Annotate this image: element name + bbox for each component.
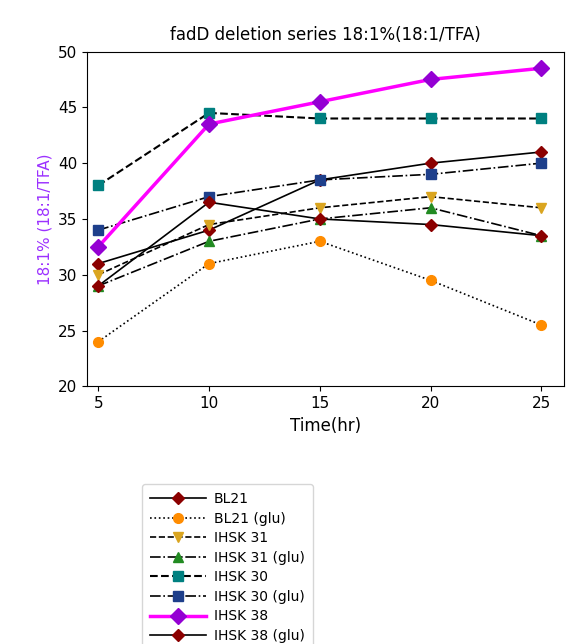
IHSK 30 (glu)	[206, 193, 213, 200]
IHSK 38 (glu)	[95, 282, 102, 290]
IHSK 30	[316, 115, 323, 122]
BL21 (glu)	[316, 238, 323, 245]
Line: BL21: BL21	[94, 148, 546, 268]
IHSK 38	[538, 64, 545, 72]
IHSK 38	[206, 120, 213, 128]
X-axis label: Time(hr): Time(hr)	[290, 417, 361, 435]
Line: BL21 (glu): BL21 (glu)	[94, 236, 546, 346]
Line: IHSK 38 (glu): IHSK 38 (glu)	[94, 198, 546, 290]
IHSK 31	[427, 193, 434, 200]
IHSK 31 (glu)	[538, 232, 545, 240]
BL21 (glu)	[427, 276, 434, 284]
IHSK 31 (glu)	[95, 282, 102, 290]
IHSK 30	[206, 109, 213, 117]
IHSK 30 (glu)	[427, 171, 434, 178]
Legend: BL21, BL21 (glu), IHSK 31, IHSK 31 (glu), IHSK 30, IHSK 30 (glu), IHSK 38, IHSK : BL21, BL21 (glu), IHSK 31, IHSK 31 (glu)…	[142, 484, 313, 644]
Line: IHSK 30 (glu): IHSK 30 (glu)	[94, 158, 546, 235]
IHSK 38	[427, 75, 434, 83]
IHSK 38 (glu)	[427, 221, 434, 229]
Title: fadD deletion series 18:1%(18:1/TFA): fadD deletion series 18:1%(18:1/TFA)	[170, 26, 480, 44]
IHSK 30 (glu)	[538, 159, 545, 167]
IHSK 31	[538, 204, 545, 212]
IHSK 38	[316, 98, 323, 106]
IHSK 31	[95, 271, 102, 279]
IHSK 38 (glu)	[206, 198, 213, 206]
BL21 (glu)	[95, 338, 102, 346]
Line: IHSK 31: IHSK 31	[94, 192, 546, 279]
IHSK 31	[316, 204, 323, 212]
IHSK 38 (glu)	[538, 232, 545, 240]
IHSK 31	[206, 221, 213, 229]
BL21 (glu)	[206, 260, 213, 267]
IHSK 31 (glu)	[427, 204, 434, 212]
IHSK 38 (glu)	[316, 215, 323, 223]
IHSK 30	[95, 182, 102, 189]
IHSK 31 (glu)	[206, 238, 213, 245]
BL21	[95, 260, 102, 267]
IHSK 30	[427, 115, 434, 122]
IHSK 30 (glu)	[95, 226, 102, 234]
BL21	[538, 148, 545, 156]
Line: IHSK 30: IHSK 30	[94, 108, 546, 191]
BL21 (glu)	[538, 321, 545, 329]
IHSK 30	[538, 115, 545, 122]
BL21	[206, 226, 213, 234]
Y-axis label: 18:1% (18:1/TFA): 18:1% (18:1/TFA)	[38, 153, 52, 285]
IHSK 31 (glu)	[316, 215, 323, 223]
Line: IHSK 38: IHSK 38	[93, 62, 547, 252]
IHSK 30 (glu)	[316, 176, 323, 184]
BL21	[427, 159, 434, 167]
Line: IHSK 31 (glu): IHSK 31 (glu)	[94, 203, 546, 291]
IHSK 38	[95, 243, 102, 251]
BL21	[316, 176, 323, 184]
